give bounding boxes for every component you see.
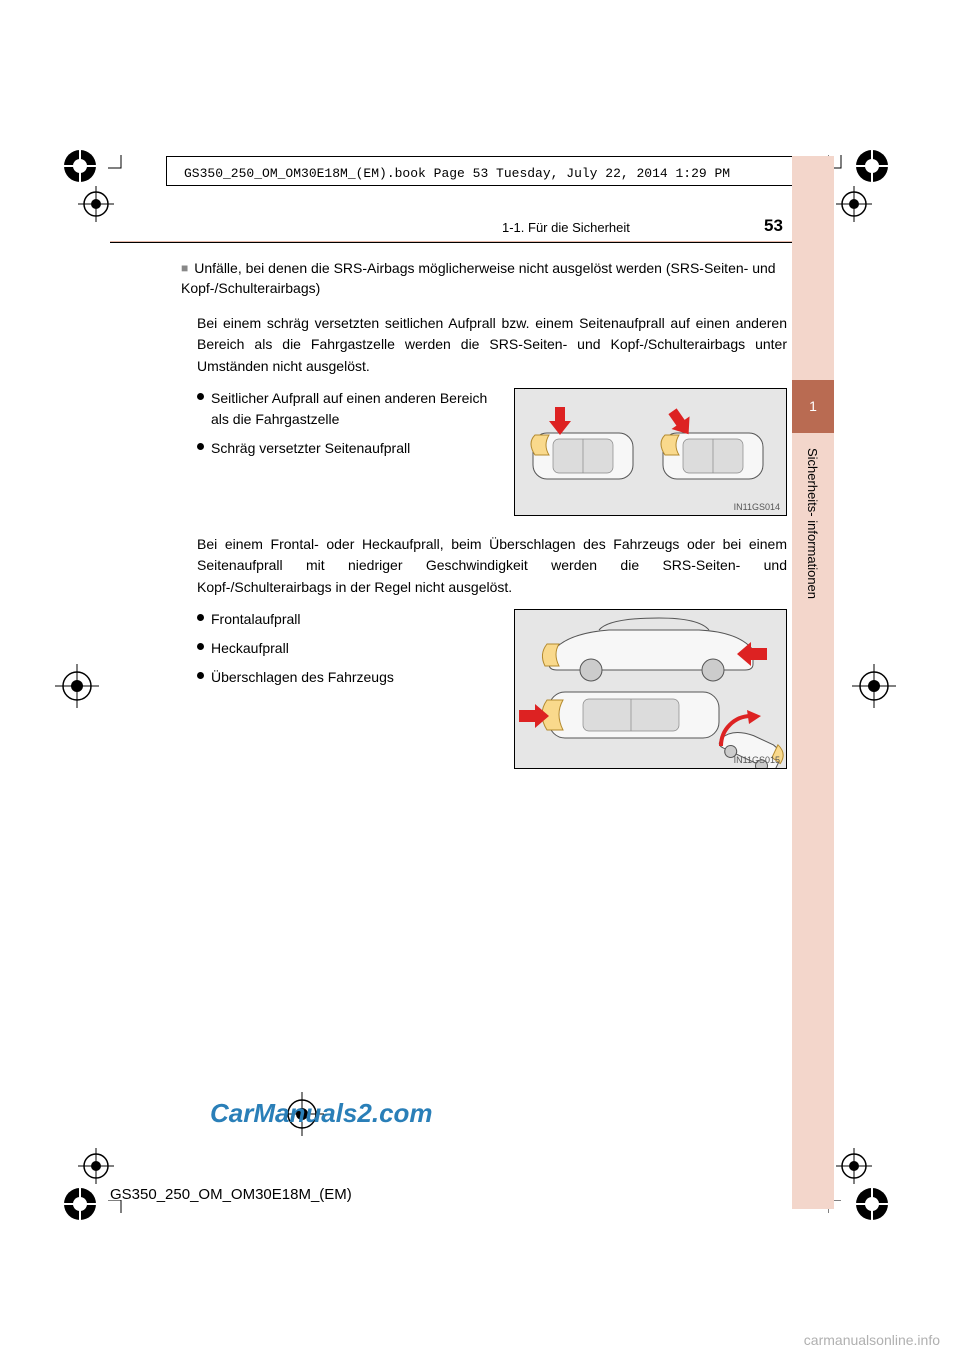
paragraph-2: Bei einem Frontal- oder Heckaufprall, be…: [197, 534, 787, 599]
block-2: Frontalaufprall Heckaufprall Überschlage…: [197, 609, 787, 773]
bullet-icon: [197, 393, 204, 400]
figure-1: IN11GS014: [514, 388, 787, 520]
bullet-text: Schräg versetzter Seitenaufprall: [211, 440, 410, 456]
figure-1-svg: [515, 389, 786, 515]
list-item: Frontalaufprall: [197, 609, 500, 630]
print-header-line: GS350_250_OM_OM30E18M_(EM).book Page 53 …: [184, 166, 730, 181]
bullet-icon: [197, 643, 204, 650]
crop-mark-bottom-right-target: [836, 1148, 872, 1184]
figure-1-code: IN11GS014: [734, 502, 780, 512]
figure-1-box: IN11GS014: [514, 388, 787, 516]
crop-mark-mid-left: [55, 664, 99, 708]
footer-doc-code: GS350_250_OM_OM30E18M_(EM): [110, 1186, 352, 1203]
bullet-text: Heckaufprall: [211, 640, 289, 656]
figure-2-svg: [515, 610, 786, 768]
crop-mark-bottom-left-target: [78, 1148, 114, 1184]
bullet-icon: [197, 443, 204, 450]
crop-mark-mid-right: [852, 664, 896, 708]
section-heading-text: Unfälle, bei denen die SRS-Airbags mögli…: [181, 260, 776, 296]
crop-mark-bottom-right-disc: [854, 1186, 890, 1222]
section-heading: ■Unfälle, bei denen die SRS-Airbags mögl…: [181, 258, 787, 299]
crop-mark-top-right-disc: [854, 148, 890, 184]
running-head-section: 1-1. Für die Sicherheit: [502, 220, 630, 235]
page-number: 53: [764, 216, 783, 236]
list-item: Schräg versetzter Seitenaufprall: [197, 438, 500, 459]
bullet-icon: [197, 672, 204, 679]
bullet-text: Seitlicher Aufprall auf einen anderen Be…: [211, 390, 487, 427]
watermark-carmanuals2: CarManuals2.com: [210, 1098, 433, 1129]
chapter-tab-label: Sicherheits- informationen: [800, 448, 820, 708]
list-item: Heckaufprall: [197, 638, 500, 659]
crop-corner-tl: [108, 155, 122, 169]
watermark-site: carmanualsonline.info: [804, 1332, 940, 1348]
figure-2-box: IN11GS015: [514, 609, 787, 769]
block-1: Seitlicher Aufprall auf einen anderen Be…: [197, 388, 787, 520]
list-item: Überschlagen des Fahrzeugs: [197, 667, 500, 688]
content-block: ■Unfälle, bei denen die SRS-Airbags mögl…: [175, 258, 787, 773]
figure-2-code: IN11GS015: [734, 755, 780, 765]
crop-mark-top-left-disc: [62, 148, 98, 184]
crop-mark-top-left-target: [78, 186, 114, 222]
manual-page: { "print_header": "GS350_250_OM_OM30E18M…: [0, 0, 960, 1358]
figure-2: IN11GS015: [514, 609, 787, 773]
crop-mark-bottom-left-disc: [62, 1186, 98, 1222]
square-bullet-icon: ■: [181, 261, 188, 275]
bullet-icon: [197, 614, 204, 621]
paragraph-1: Bei einem schräg versetzten seitlichen A…: [197, 313, 787, 378]
list-item: Seitlicher Aufprall auf einen anderen Be…: [197, 388, 500, 430]
crop-mark-top-right-target: [836, 186, 872, 222]
bullet-text: Überschlagen des Fahrzeugs: [211, 669, 394, 685]
bullets-2: Frontalaufprall Heckaufprall Überschlage…: [197, 609, 500, 773]
chapter-tab-active: 1: [792, 380, 834, 433]
bullet-text: Frontalaufprall: [211, 611, 301, 627]
header-rule: [110, 242, 830, 243]
bullets-1: Seitlicher Aufprall auf einen anderen Be…: [197, 388, 500, 520]
